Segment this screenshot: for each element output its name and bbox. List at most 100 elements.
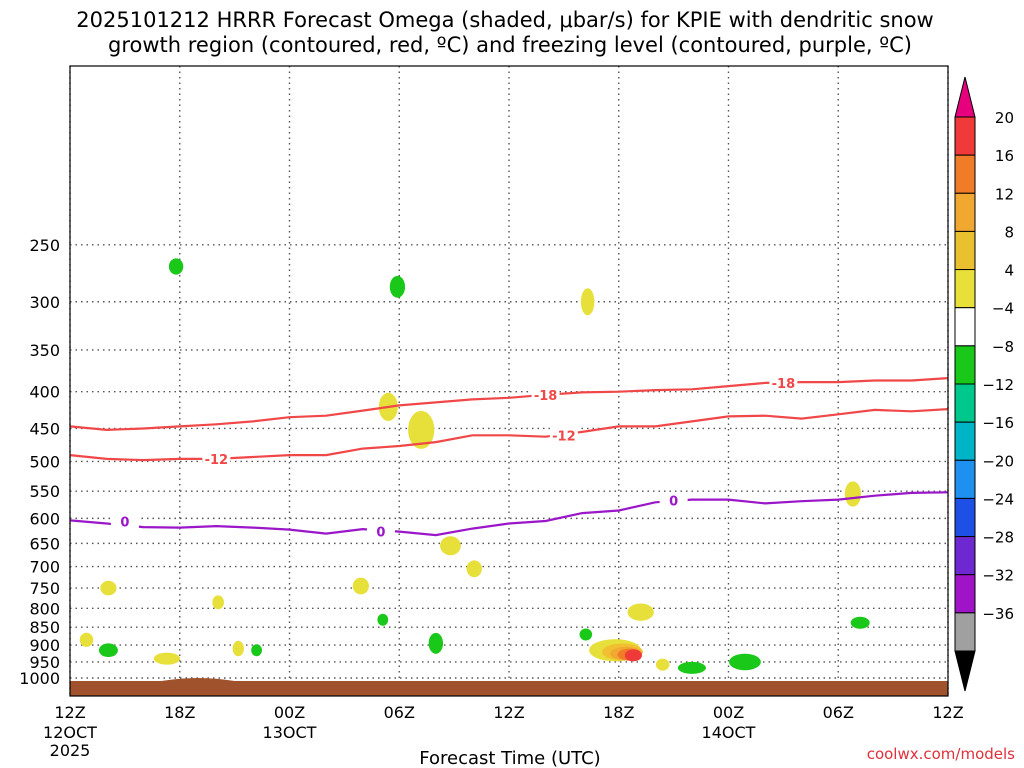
contour-label--18C: -18 [534, 389, 558, 404]
omega-cell-0 [168, 258, 184, 275]
colorbar-swatch-2 [954, 192, 976, 232]
y-tick-500: 500 [29, 452, 60, 471]
colorbar-swatch-13 [954, 612, 976, 652]
omega-cell-28 [850, 616, 870, 629]
omega-cell-5 [844, 481, 861, 507]
omega-cell-17 [377, 613, 389, 626]
omega-cell-24 [624, 649, 642, 662]
x-tick-date-0: 12OCT [43, 723, 97, 742]
title-line-1: 2025101212 HRRR Forecast Omega (shaded, … [76, 8, 933, 32]
contour-label-0C: 0 [120, 515, 129, 530]
colorbar-label: −4 [992, 300, 1014, 318]
colorbar-label: 4 [1004, 262, 1014, 280]
plot-frame [69, 65, 949, 697]
omega-cell-25 [655, 658, 670, 671]
y-tick-850: 850 [29, 618, 60, 637]
colorbar-swatch-8 [954, 421, 976, 461]
x-tick-year: 2025 [50, 741, 91, 760]
omega-cell-15 [232, 640, 244, 657]
omega-cell-13 [98, 643, 118, 658]
y-tick-300: 300 [29, 293, 60, 312]
y-tick-400: 400 [29, 383, 60, 402]
ground-surface [70, 678, 948, 696]
x-tick-30: 18Z [603, 703, 634, 722]
y-tick-800: 800 [29, 599, 60, 618]
y-axis-pressure-ticks: 2503003504004505005506006507007508008509… [19, 236, 60, 688]
omega-cell-26 [677, 661, 706, 674]
title-line-2: growth region (contoured, red, ºC) and f… [108, 33, 912, 57]
omega-cell-27 [729, 653, 761, 671]
colorbar-label: 12 [995, 185, 1014, 203]
omega-cell-7 [212, 595, 224, 610]
omega-cell-16 [251, 644, 262, 657]
colorbar-label: 20 [995, 109, 1014, 127]
colorbar: 20 16 12 8 4 −4 −8 −12 −16 −20 −24 −28 −32 −36 [954, 76, 1014, 692]
contour--18C [69, 377, 949, 432]
colorbar-label: −20 [982, 452, 1014, 470]
terrain-ground [70, 678, 948, 696]
y-tick-650: 650 [29, 534, 60, 553]
y-tick-1000: 1000 [19, 669, 60, 688]
colorbar-swatch-1 [954, 154, 976, 194]
x-tick-date-36: 14OCT [702, 723, 756, 742]
colorbar-label: −32 [982, 567, 1014, 585]
colorbar-bottom-arrow [954, 650, 976, 692]
contour-label-bg [366, 523, 395, 539]
omega-cell-10 [466, 560, 482, 578]
chart-title: 2025101212 HRRR Forecast Omega (shaded, … [76, 8, 933, 57]
contour-label-0C: 0 [669, 495, 678, 510]
y-tick-250: 250 [29, 236, 60, 255]
contour-label-bg [659, 492, 688, 508]
contour-label--12C: -12 [205, 453, 229, 468]
colorbar-label: −8 [992, 338, 1014, 356]
y-tick-900: 900 [29, 636, 60, 655]
colorbar-label: −36 [982, 605, 1014, 623]
omega-cell-11 [627, 603, 654, 621]
omega-cell-2 [580, 288, 595, 316]
omega-cell-4 [408, 410, 435, 449]
colorbar-label: −16 [982, 414, 1014, 432]
colorbar-swatch-4 [954, 269, 976, 309]
colorbar-top-arrow [954, 76, 976, 118]
y-tick-750: 750 [29, 579, 60, 598]
x-axis-label: Forecast Time (UTC) [419, 748, 600, 768]
x-tick-12: 00Z [274, 703, 305, 722]
colorbar-swatch-7 [954, 383, 976, 423]
y-tick-550: 550 [29, 482, 60, 501]
x-tick-48: 12Z [932, 703, 963, 722]
colorbar-swatch-5 [954, 307, 976, 347]
colorbar-swatch-6 [954, 345, 976, 385]
x-tick-date-12: 13OCT [263, 723, 317, 742]
x-tick-6: 18Z [164, 703, 195, 722]
contour-label-bg [110, 513, 139, 529]
omega-cell-14 [153, 652, 181, 665]
x-tick-36: 00Z [713, 703, 744, 722]
contour-label-0C: 0 [376, 526, 385, 541]
colorbar-swatch-10 [954, 497, 976, 538]
x-tick-18: 06Z [384, 703, 415, 722]
contour-label-bg [202, 450, 231, 466]
y-tick-450: 450 [29, 419, 60, 438]
x-tick-42: 06Z [823, 703, 854, 722]
y-tick-950: 950 [29, 653, 60, 672]
contour-label-bg [531, 386, 560, 402]
colorbar-label: −24 [982, 490, 1014, 508]
y-tick-700: 700 [29, 558, 60, 577]
omega-cell-6 [100, 580, 117, 596]
credit-text: coolwx.com/models [867, 745, 1015, 763]
x-tick-24: 12Z [493, 703, 524, 722]
colorbar-label: 16 [995, 147, 1014, 165]
colorbar-swatch-12 [954, 574, 976, 614]
contour-label--18C: -18 [772, 377, 796, 392]
colorbar-label: −12 [982, 376, 1014, 394]
omega-shading [79, 258, 870, 674]
omega-cell-8 [352, 577, 369, 595]
colorbar-swatch-9 [954, 459, 976, 499]
contour-0C [69, 491, 949, 537]
colorbar-label: −28 [982, 529, 1014, 547]
x-tick-0: 12Z [54, 703, 85, 722]
temperature-contours: -18 -18 -12 -12 0 0 0 [69, 374, 949, 541]
colorbar-label: 8 [1004, 223, 1014, 241]
colorbar-swatch-11 [954, 536, 976, 576]
